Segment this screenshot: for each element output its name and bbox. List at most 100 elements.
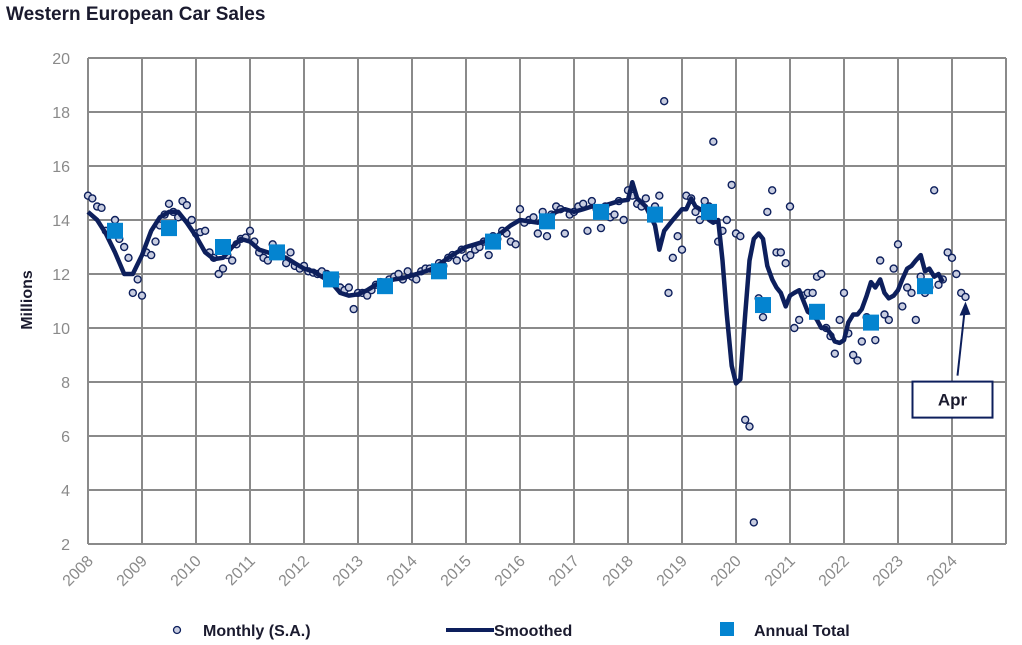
monthly-point xyxy=(875,256,885,265)
monthly-point xyxy=(857,337,867,346)
monthly-point xyxy=(214,269,223,279)
y-tick-label: 12 xyxy=(52,267,70,284)
annotation-label: Apr xyxy=(938,391,968,410)
monthly-point xyxy=(560,229,570,238)
monthly-series xyxy=(83,96,970,527)
x-tick-label: 2016 xyxy=(492,553,529,590)
x-tick-label: 2019 xyxy=(654,553,691,590)
legend-monthly-marker xyxy=(172,625,182,635)
y-tick-label: 4 xyxy=(61,483,70,500)
monthly-point xyxy=(146,250,156,260)
annual-marker xyxy=(755,297,771,314)
annual-marker xyxy=(647,206,663,223)
monthly-point xyxy=(947,253,957,262)
monthly-point xyxy=(884,315,894,325)
monthly-point xyxy=(124,253,133,262)
annotation-box xyxy=(911,380,994,419)
monthly-point xyxy=(736,231,745,241)
monthly-point xyxy=(781,259,790,268)
annotation-arrow xyxy=(956,311,966,376)
x-tick-label: 2020 xyxy=(708,553,745,590)
legend-annual-label: Annual Total xyxy=(754,623,850,640)
monthly-point xyxy=(911,315,921,325)
monthly-point xyxy=(709,137,718,146)
x-tick-label: 2014 xyxy=(384,553,421,590)
y-axis-ticks: 2 4 6 8 10 12 14 16 18 20 xyxy=(52,51,70,554)
monthly-point xyxy=(673,231,682,241)
legend-monthly-label: Monthly (S.A.) xyxy=(203,623,311,640)
monthly-point xyxy=(596,223,606,233)
monthly-point xyxy=(349,304,358,314)
monthly-point xyxy=(830,349,840,358)
monthly-point xyxy=(182,200,192,210)
annual-marker xyxy=(863,314,879,331)
x-tick-label: 2011 xyxy=(222,553,258,589)
monthly-point xyxy=(889,264,898,273)
monthly-point xyxy=(164,199,174,209)
monthly-point xyxy=(227,256,237,265)
monthly-point xyxy=(344,283,354,292)
monthly-point xyxy=(763,207,772,217)
annotation-arrowhead xyxy=(959,301,971,316)
monthly-point xyxy=(200,226,210,236)
monthly-point xyxy=(677,245,687,254)
monthly-point xyxy=(740,415,750,424)
monthly-point xyxy=(484,250,493,260)
x-tick-label: 2022 xyxy=(816,553,853,590)
monthly-point xyxy=(664,288,673,298)
smoothed-series xyxy=(86,179,945,386)
monthly-point xyxy=(961,292,970,302)
monthly-point xyxy=(722,215,732,225)
grid-lines xyxy=(87,57,1007,545)
monthly-point xyxy=(727,180,736,190)
annual-marker xyxy=(431,263,447,280)
monthly-point xyxy=(839,288,849,298)
monthly-point xyxy=(898,302,907,311)
annual-marker xyxy=(161,220,177,237)
monthly-point xyxy=(655,191,664,200)
monthly-point xyxy=(511,240,520,249)
y-axis-label: Millions xyxy=(19,270,36,330)
monthly-point xyxy=(952,269,961,279)
monthly-point xyxy=(785,202,795,211)
monthly-point xyxy=(97,203,106,213)
y-tick-label: 14 xyxy=(52,213,70,230)
x-tick-label: 2024 xyxy=(924,553,961,590)
monthly-point xyxy=(515,204,525,214)
monthly-point xyxy=(871,335,880,345)
y-tick-label: 20 xyxy=(52,51,70,68)
monthly-point xyxy=(893,240,903,249)
annual-marker xyxy=(269,244,285,261)
x-tick-label: 2018 xyxy=(600,553,637,590)
annual-marker xyxy=(539,213,555,230)
monthly-point xyxy=(137,291,147,300)
monthly-point xyxy=(610,210,619,219)
monthly-point xyxy=(808,288,817,298)
x-tick-label: 2017 xyxy=(546,553,583,590)
annual-marker xyxy=(917,278,933,295)
monthly-point xyxy=(151,237,160,246)
monthly-point xyxy=(542,231,552,241)
y-tick-label: 2 xyxy=(61,537,70,554)
annual-marker xyxy=(377,278,393,295)
monthly-point xyxy=(929,186,939,195)
monthly-point xyxy=(641,194,651,203)
monthly-point xyxy=(466,250,475,260)
y-tick-label: 16 xyxy=(52,159,70,176)
annual-marker xyxy=(107,222,123,239)
legend: Monthly (S.A.) Smoothed Annual Total xyxy=(172,622,850,640)
monthly-point xyxy=(533,229,543,238)
annual-marker xyxy=(701,203,717,220)
chart-title: Western European Car Sales xyxy=(6,4,266,25)
monthly-point xyxy=(790,323,799,333)
y-tick-label: 18 xyxy=(52,105,70,122)
legend-annual-marker xyxy=(720,622,734,636)
x-tick-label: 2009 xyxy=(114,553,151,590)
monthly-point xyxy=(758,313,768,322)
annual-marker xyxy=(809,303,825,320)
monthly-point xyxy=(907,288,916,298)
monthly-point xyxy=(902,283,912,292)
x-tick-label: 2008 xyxy=(60,553,97,590)
smoothed-line xyxy=(86,179,945,386)
